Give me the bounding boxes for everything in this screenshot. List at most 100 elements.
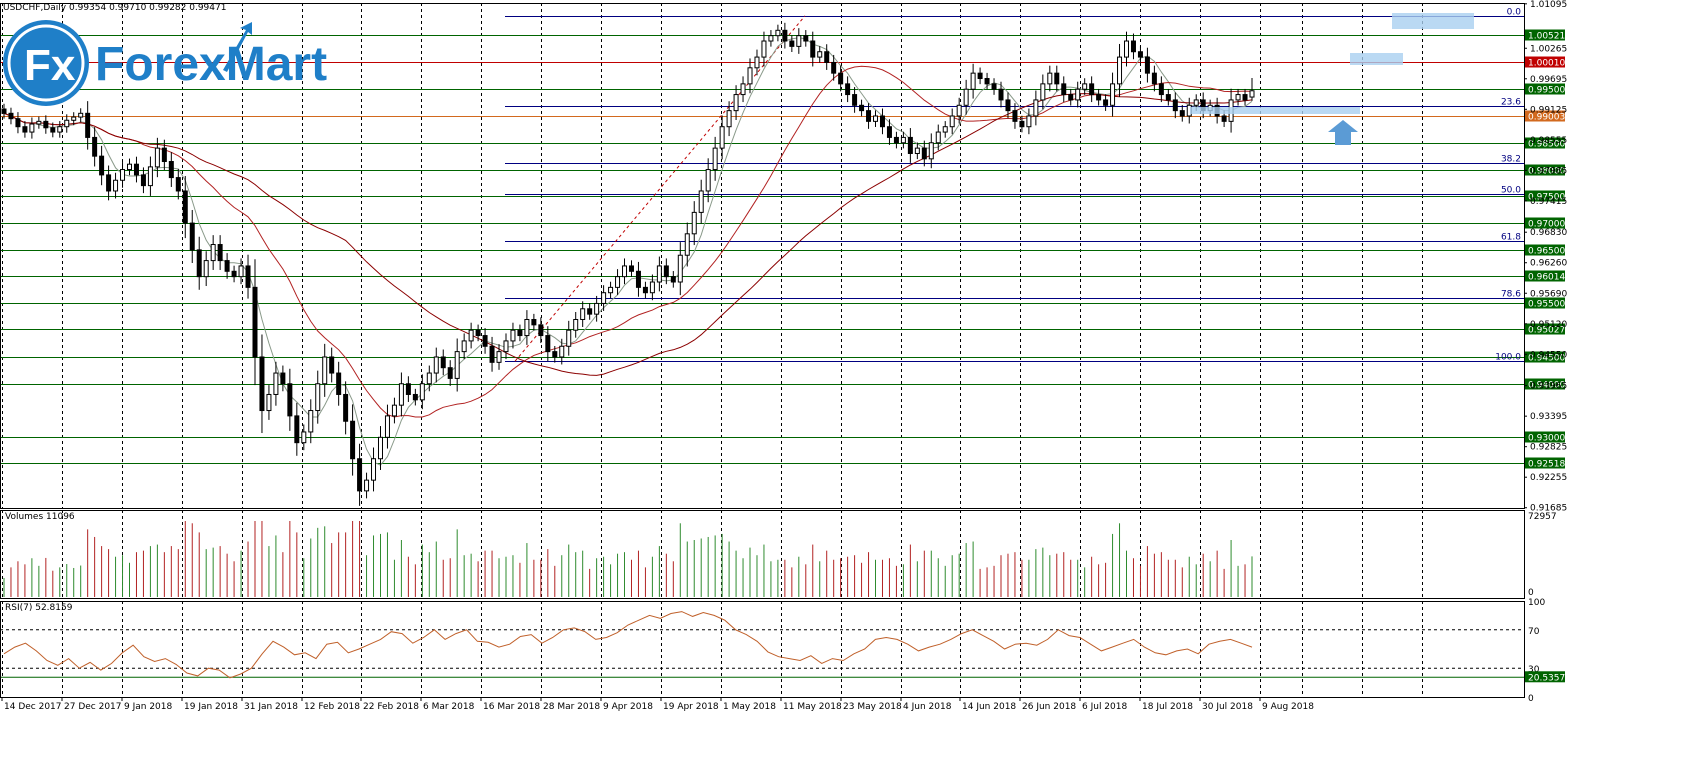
price-tick-label: 0.95120 xyxy=(1530,320,1567,330)
candle-body xyxy=(154,147,160,168)
candle-body xyxy=(956,104,962,117)
candle-body xyxy=(475,329,481,337)
candle-body xyxy=(873,115,879,122)
candle-body xyxy=(587,308,593,315)
price-tick-label: 0.96260 xyxy=(1530,259,1567,269)
price-tick-label: 0.91685 xyxy=(1530,504,1567,514)
candle-body xyxy=(1040,83,1046,101)
volume-axis-zero: 0 xyxy=(1528,588,1534,598)
candle-body xyxy=(454,351,460,379)
candle-body xyxy=(670,276,676,283)
candle-body xyxy=(677,254,683,283)
level-tag-0.99500 xyxy=(1525,83,1565,95)
candle-body xyxy=(1179,110,1185,117)
level-tag-text: 0.96500 xyxy=(1528,247,1565,257)
candle-body xyxy=(866,110,872,122)
fib-label: 61.8 xyxy=(1501,233,1521,243)
level-tag-text: 0.95027 xyxy=(1528,326,1565,336)
candle-body xyxy=(147,166,153,187)
rsi-axis-label: 30 xyxy=(1528,665,1540,675)
ohlc-readout: 0.99354 0.99710 0.99282 0.99471 xyxy=(69,3,226,13)
candle-body xyxy=(1082,83,1088,90)
candle-body xyxy=(524,318,530,337)
candle-body xyxy=(182,190,188,224)
candle-body xyxy=(831,61,837,74)
candle-body xyxy=(810,40,816,58)
volume-axis-max: 72957 xyxy=(1528,512,1557,522)
level-tag-text: 0.98500 xyxy=(1528,140,1565,150)
pane-border-1 xyxy=(0,510,1525,599)
candle-body xyxy=(133,163,139,176)
candle-body xyxy=(963,88,969,106)
candle-body xyxy=(482,335,488,347)
candle-body xyxy=(838,72,844,85)
rsi-indicator xyxy=(0,611,1524,679)
level-tag-0.94500 xyxy=(1525,351,1565,363)
price-tick-label: 0.93965 xyxy=(1530,382,1567,392)
logo-arrow-icon xyxy=(223,22,252,72)
candle-body xyxy=(140,174,146,187)
candlesticks[interactable] xyxy=(1,22,1255,506)
moving-average-20 xyxy=(3,65,1253,418)
candle-body xyxy=(168,161,174,179)
level-tag-0.92518 xyxy=(1525,457,1565,469)
candle-body xyxy=(726,110,732,128)
candle-body xyxy=(601,292,607,304)
candle-body xyxy=(1012,110,1018,122)
candle-body xyxy=(615,276,621,288)
up-arrow-icon xyxy=(1328,120,1358,145)
price-tick-label: 0.93395 xyxy=(1530,412,1567,422)
chart-grid xyxy=(2,3,1423,697)
candle-body xyxy=(928,142,934,160)
candle-body xyxy=(1068,94,1074,101)
candle-body xyxy=(287,383,293,417)
candle-body xyxy=(691,211,697,235)
candle-body xyxy=(740,83,746,96)
rsi-line xyxy=(3,611,1253,679)
candle-body xyxy=(92,136,98,157)
candle-body xyxy=(1005,99,1011,112)
pane-borders xyxy=(0,3,1525,698)
candle-body xyxy=(1026,115,1032,128)
candle-body xyxy=(8,112,14,120)
candle-body xyxy=(43,120,49,129)
date-label: 30 Jul 2018 xyxy=(1202,702,1253,712)
price-axis: 1.00521 1.00010 0.99500 0.99003 0.98500 0.980… xyxy=(1524,0,1567,704)
candle-body xyxy=(754,56,760,69)
date-axis: 14 Dec 2017 27 Dec 2017 9 Jan 2018 19 Jan 2… xyxy=(1,697,1314,712)
candle-body xyxy=(684,233,690,256)
date-label: 31 Jan 2018 xyxy=(244,702,298,712)
candle-body xyxy=(998,88,1004,101)
candle-body xyxy=(71,116,77,121)
candle-body xyxy=(36,120,42,125)
price-tick-label: 0.95690 xyxy=(1530,289,1567,299)
pane-border-0 xyxy=(0,3,1525,509)
candle-body xyxy=(893,136,899,144)
candle-body xyxy=(364,479,370,492)
date-label: 19 Jan 2018 xyxy=(184,702,238,712)
candle-body xyxy=(412,393,418,401)
candle-body xyxy=(914,147,920,154)
candle-body xyxy=(371,458,377,481)
candle-body xyxy=(656,265,662,283)
candle-body xyxy=(761,40,767,58)
date-label: 26 Jun 2018 xyxy=(1022,702,1076,712)
level-tag-0.94000 xyxy=(1525,378,1565,390)
fibonacci-retracement[interactable]: 0.0 23.6 38.2 50.0 61.8 78.6 100.0 xyxy=(505,8,1524,363)
candle-body xyxy=(775,29,781,37)
candle-body xyxy=(803,35,809,42)
level-tag-0.98500 xyxy=(1525,137,1565,149)
candle-body xyxy=(461,340,467,353)
candle-body xyxy=(859,104,865,112)
candle-body xyxy=(1144,56,1150,74)
level-tag-0.99003 xyxy=(1525,110,1565,122)
candle-body xyxy=(949,115,955,128)
candle-body xyxy=(977,72,983,80)
candle-body xyxy=(252,286,258,358)
logo-fx: Fx xyxy=(24,41,76,90)
price-tick-label: 0.97415 xyxy=(1530,197,1567,207)
candle-body xyxy=(1124,40,1130,58)
date-label: 22 Feb 2018 xyxy=(363,702,419,712)
candle-body xyxy=(1033,99,1039,117)
